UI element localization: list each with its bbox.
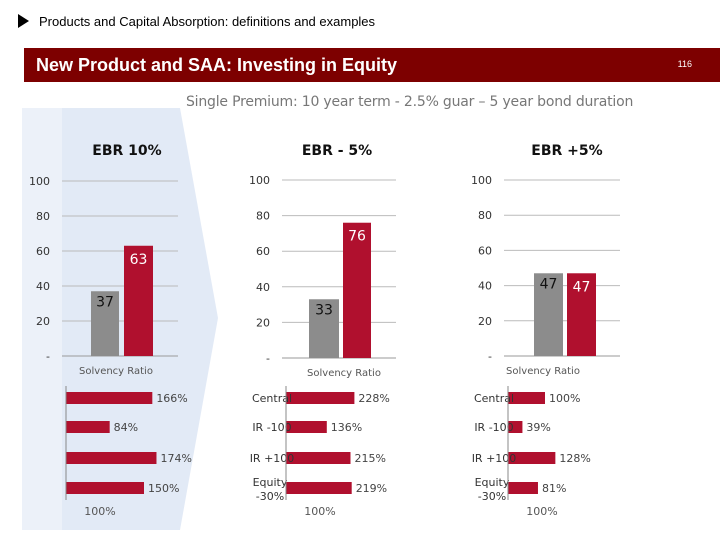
- y-tick-label: 80: [256, 210, 270, 223]
- bar-data-label: 47: [540, 276, 558, 292]
- grey-bar: [91, 291, 119, 356]
- breadcrumb-text: Products and Capital Absorption: definit…: [39, 13, 376, 29]
- sensitivity-bar: [286, 482, 352, 494]
- y-tick-label: -: [266, 352, 270, 365]
- sensitivity-label: 228%: [358, 392, 389, 405]
- sensitivity-category: IR +100: [472, 452, 517, 465]
- sensitivity-label: 39%: [526, 421, 550, 434]
- y-tick-label: 100: [249, 174, 270, 187]
- red-bar: [567, 273, 596, 356]
- chart-subtitle: Single Premium: 10 year term - 2.5% guar…: [186, 94, 634, 110]
- bar-data-label: 63: [130, 252, 148, 268]
- y-tick-label: -: [488, 350, 492, 363]
- sensitivity-bar: [286, 421, 327, 433]
- chart-title: EBR - 5%: [302, 143, 372, 159]
- x-axis-label: Solvency Ratio: [307, 368, 381, 379]
- sensitivity-category: Equity: [475, 476, 510, 489]
- sensitivity-category: Equity: [253, 476, 288, 489]
- y-tick-label: 100: [471, 174, 492, 187]
- sensitivity-label: 81%: [542, 482, 566, 495]
- y-tick-label: 60: [256, 245, 270, 258]
- y-tick-label: 40: [36, 280, 50, 293]
- sensitivity-bar: [508, 392, 545, 404]
- y-tick-label: 100: [29, 175, 50, 188]
- bar-data-label: 47: [573, 279, 591, 295]
- title-banner: New Product and SAA: Investing in Equity…: [24, 48, 720, 82]
- page-title: New Product and SAA: Investing in Equity: [36, 55, 398, 75]
- x-axis-label: Solvency Ratio: [506, 366, 580, 377]
- sensitivity-category: Central: [252, 392, 292, 405]
- sensitivity-bar: [508, 421, 523, 433]
- sensitivity-label: 166%: [156, 392, 187, 405]
- sensitivity-label: 128%: [559, 452, 590, 465]
- grey-bar: [309, 299, 339, 358]
- sensitivity-bar: [286, 392, 355, 404]
- bar-data-label: 33: [315, 302, 333, 318]
- sensitivity-bar: [66, 482, 144, 494]
- y-tick-label: 40: [256, 281, 270, 294]
- play-triangle-icon: [18, 14, 29, 28]
- sensitivity-category: IR +100: [250, 452, 295, 465]
- y-tick-label: 60: [36, 245, 50, 258]
- y-tick-label: 40: [478, 280, 492, 293]
- y-tick-label: 60: [478, 244, 492, 257]
- sensitivity-bar: [66, 392, 153, 404]
- page-number: 116: [677, 59, 692, 69]
- sensitivity-footer: 100%: [304, 505, 335, 518]
- sensitivity-label: 219%: [356, 482, 387, 495]
- sensitivity-label: 136%: [331, 421, 362, 434]
- chart-title: EBR 10%: [92, 143, 161, 159]
- sensitivity-bar: [508, 482, 538, 494]
- grey-bar: [534, 273, 563, 356]
- sensitivity-bar: [66, 421, 110, 433]
- arrow-highlight: [22, 108, 62, 530]
- bar-data-label: 76: [348, 229, 366, 245]
- red-bar: [343, 222, 371, 358]
- sensitivity-label: 100%: [549, 392, 580, 405]
- sensitivity-category: IR -100: [252, 421, 291, 434]
- y-tick-label: 80: [478, 209, 492, 222]
- y-tick-label: 20: [478, 315, 492, 328]
- y-tick-label: 20: [36, 315, 50, 328]
- breadcrumb: Products and Capital Absorption: definit…: [18, 10, 375, 32]
- sensitivity-bar: [508, 452, 556, 464]
- bar-data-label: 37: [96, 294, 114, 310]
- red-bar: [124, 245, 153, 356]
- sensitivity-category: Central: [474, 392, 514, 405]
- sensitivity-bar: [286, 452, 351, 464]
- sensitivity-category: IR -100: [474, 421, 513, 434]
- sensitivity-label: 215%: [355, 452, 386, 465]
- sensitivity-footer: 100%: [84, 505, 115, 518]
- x-axis-label: Solvency Ratio: [79, 366, 153, 377]
- sensitivity-label: 84%: [114, 421, 138, 434]
- y-tick-label: 20: [256, 316, 270, 329]
- sensitivity-label: 150%: [148, 482, 179, 495]
- y-tick-label: -: [46, 350, 50, 363]
- sensitivity-category: -30%: [478, 490, 506, 503]
- chart-title: EBR +5%: [531, 143, 602, 159]
- sensitivity-bar: [66, 452, 157, 464]
- y-tick-label: 80: [36, 210, 50, 223]
- sensitivity-category: -30%: [256, 490, 284, 503]
- sensitivity-footer: 100%: [526, 505, 557, 518]
- sensitivity-label: 174%: [160, 452, 191, 465]
